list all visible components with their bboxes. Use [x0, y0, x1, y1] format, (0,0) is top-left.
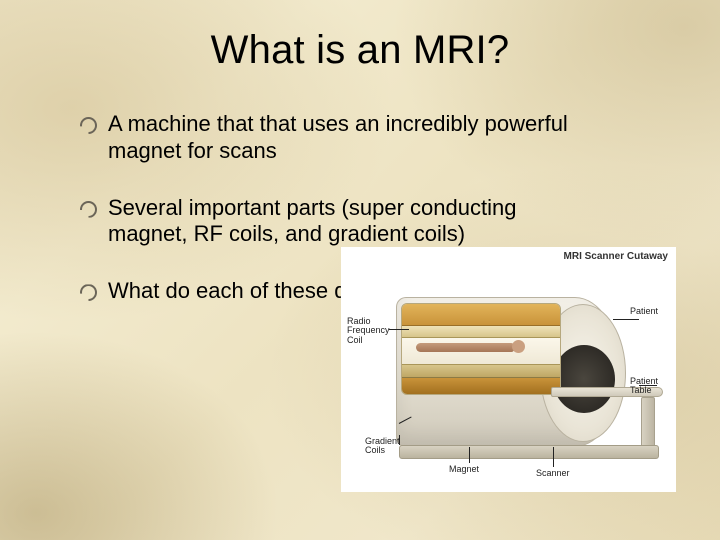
leader-line [639, 385, 657, 386]
label-rf-coil: RadioFrequencyCoil [347, 317, 399, 345]
rf-coil-band [402, 326, 560, 338]
bullet-item: A machine that that uses an incredibly p… [108, 111, 628, 165]
mri-cutaway-diagram: MRI Scanner Cutaway RadioFrequencyCoil G… [341, 247, 676, 492]
patient-head [512, 340, 525, 353]
leader-line [469, 447, 470, 463]
scanner-base [399, 445, 659, 459]
label-gradient-coils: GradientCoils [365, 437, 415, 456]
leader-line [613, 319, 639, 320]
mri-bore [553, 345, 615, 413]
patient-table-leg [641, 397, 655, 451]
leader-line [389, 329, 409, 330]
gradient-coil-band [402, 364, 560, 378]
patient-figure [416, 339, 546, 355]
diagram-title: MRI Scanner Cutaway [564, 251, 668, 262]
magnet-band-top [402, 304, 560, 326]
label-patient-table: PatientTable [630, 377, 672, 396]
bullet-item: Several important parts (super conductin… [108, 195, 628, 249]
label-scanner: Scanner [536, 469, 586, 478]
leader-line [399, 435, 400, 445]
slide-title: What is an MRI? [48, 28, 672, 73]
patient-body [416, 343, 514, 352]
label-magnet: Magnet [449, 465, 499, 474]
label-patient: Patient [630, 307, 670, 316]
magnet-band-bottom [402, 378, 560, 394]
leader-line [553, 447, 554, 467]
slide: What is an MRI? A machine that that uses… [0, 0, 720, 540]
